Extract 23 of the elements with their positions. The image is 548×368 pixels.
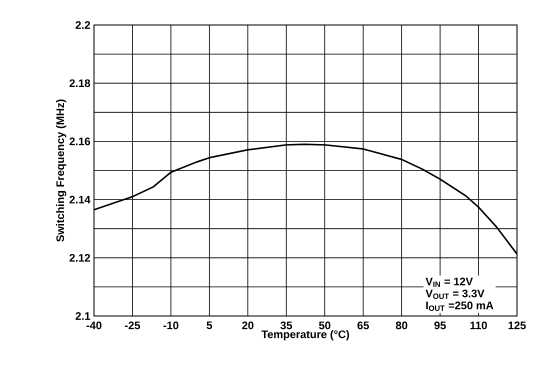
- y-tick-label: 2.12: [70, 254, 90, 262]
- x-axis-title: Temperature (°C): [262, 330, 350, 340]
- x-tick-label: -10: [163, 322, 178, 330]
- y-tick-label: 2.2: [76, 21, 90, 29]
- annotation: V$_{IN}$ = 12V: [426, 278, 473, 287]
- x-tick-label: -40: [86, 322, 102, 330]
- y-tick-label: 2.14: [70, 196, 90, 204]
- y-tick-label: 2.18: [70, 79, 90, 88]
- x-tick-label: 110: [470, 322, 487, 330]
- x-tick-label: 80: [396, 322, 408, 330]
- y-tick-label: 2.1: [76, 312, 90, 320]
- x-tick-label: 35: [280, 322, 292, 330]
- y-tick-label: 2.16: [70, 138, 90, 146]
- x-tick-label: 65: [358, 322, 369, 330]
- x-tick-label: 50: [318, 322, 330, 330]
- x-tick-label: 125: [508, 322, 526, 330]
- annotation: V$_{OUT}$ = 3.3V: [426, 290, 484, 299]
- y-axis-title: Switching Frequency (MHz): [56, 100, 66, 242]
- x-tick-label: 5: [206, 322, 212, 330]
- x-tick-label: 95: [434, 322, 446, 330]
- annotation: I$_{OUT}$ =250 mA: [426, 302, 494, 311]
- x-tick-label: 20: [242, 322, 254, 330]
- x-tick-label: -25: [124, 322, 140, 330]
